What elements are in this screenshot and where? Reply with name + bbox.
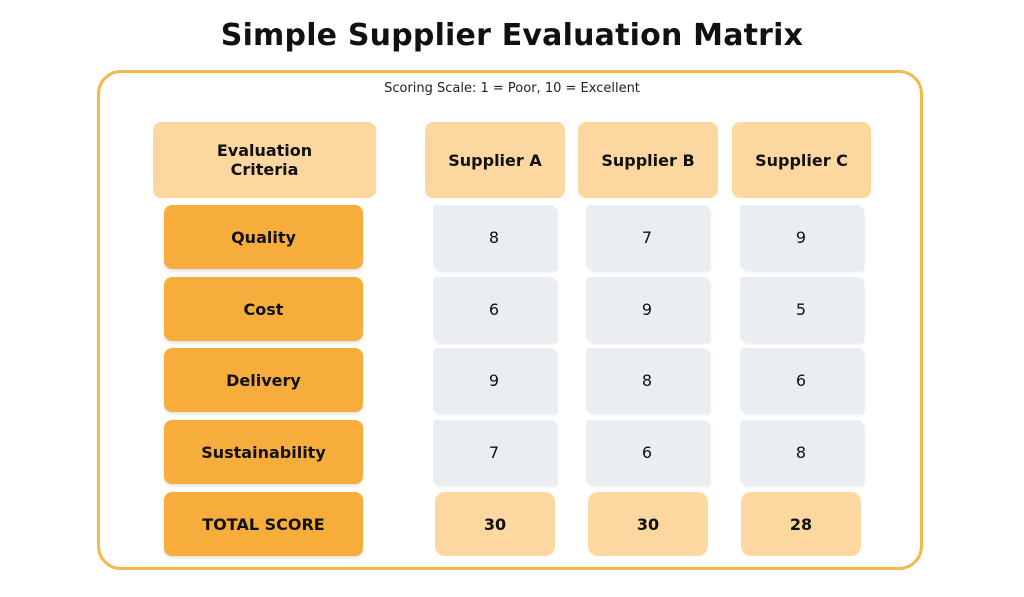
total-score-label: TOTAL SCORE bbox=[164, 492, 363, 556]
header-criteria-label: Evaluation Criteria bbox=[216, 141, 313, 179]
matrix-frame bbox=[97, 70, 923, 570]
criterion-sustainability: Sustainability bbox=[164, 420, 363, 484]
criterion-quality: Quality bbox=[164, 205, 363, 269]
score-cost-supplier-b: 9 bbox=[586, 277, 708, 341]
score-sustainability-supplier-a: 7 bbox=[433, 420, 555, 484]
score-quality-supplier-b: 7 bbox=[586, 205, 708, 269]
scoring-scale-note: Scoring Scale: 1 = Poor, 10 = Excellent bbox=[384, 81, 640, 96]
header-evaluation-criteria: Evaluation Criteria bbox=[153, 122, 376, 198]
total-score-supplier-b: 30 bbox=[588, 492, 708, 556]
criterion-delivery: Delivery bbox=[164, 348, 363, 412]
matrix-title: Simple Supplier Evaluation Matrix bbox=[220, 18, 804, 53]
header-supplier-a: Supplier A bbox=[425, 122, 565, 198]
score-quality-supplier-c: 9 bbox=[740, 205, 862, 269]
score-quality-supplier-a: 8 bbox=[433, 205, 555, 269]
score-delivery-supplier-c: 6 bbox=[740, 348, 862, 412]
score-cost-supplier-c: 5 bbox=[740, 277, 862, 341]
score-cost-supplier-a: 6 bbox=[433, 277, 555, 341]
score-sustainability-supplier-c: 8 bbox=[740, 420, 862, 484]
header-supplier-b: Supplier B bbox=[578, 122, 718, 198]
score-sustainability-supplier-b: 6 bbox=[586, 420, 708, 484]
header-supplier-c: Supplier C bbox=[732, 122, 871, 198]
criterion-cost: Cost bbox=[164, 277, 363, 341]
score-delivery-supplier-b: 8 bbox=[586, 348, 708, 412]
score-delivery-supplier-a: 9 bbox=[433, 348, 555, 412]
total-score-supplier-c: 28 bbox=[741, 492, 861, 556]
total-score-supplier-a: 30 bbox=[435, 492, 555, 556]
